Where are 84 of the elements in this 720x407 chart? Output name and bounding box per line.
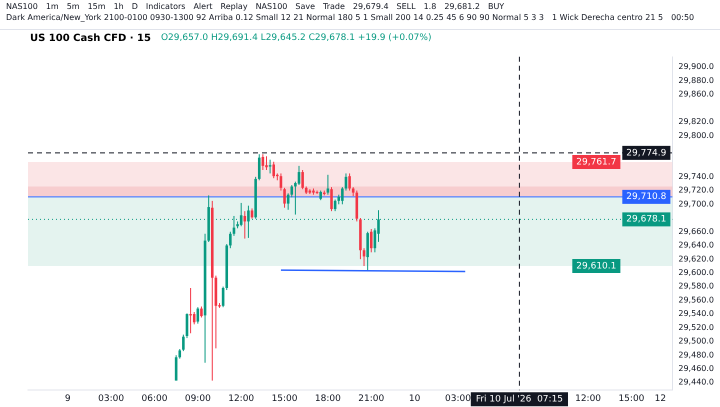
candlestick (189, 287, 192, 334)
text: D (132, 2, 138, 11)
y-tick-label: 29,560.0 (678, 295, 714, 304)
text: NAS100 (256, 2, 288, 11)
ref-line-label: 29,678.1 (626, 214, 666, 225)
x-tick-label: 12:00 (228, 394, 254, 404)
candlestick (330, 186, 333, 212)
candlestick (272, 161, 276, 179)
y-tick-label: 29,540.0 (678, 309, 714, 318)
candlestick (262, 154, 264, 170)
chart-title: US 100 Cash CFD · 15 (30, 32, 151, 44)
y-tick-label: 29,520.0 (678, 322, 714, 332)
text: Trade (323, 2, 345, 11)
candlestick (334, 198, 336, 212)
y-tick-label: 29,720.0 (678, 186, 714, 195)
y-tick-label: 29,440.0 (678, 378, 714, 387)
candlestick (301, 169, 304, 190)
candlestick (268, 159, 272, 174)
text: Alert (193, 2, 212, 11)
candlestick (192, 311, 196, 325)
candlestick (258, 154, 261, 181)
text: 1h (114, 2, 124, 11)
y-tick-label: 29,740.0 (678, 172, 714, 181)
y-tick-label: 29,860.0 (678, 90, 714, 99)
x-tick-label: 03:00 (445, 394, 472, 404)
x-tick-label: 9 (64, 394, 71, 404)
y-tick-label: 29,500.0 (678, 336, 714, 346)
candlestick (250, 208, 254, 220)
candlestick (319, 190, 322, 201)
text: 00:50 (671, 13, 694, 22)
text: 29,679.4 (352, 2, 389, 11)
text: Indicators (146, 2, 186, 11)
x-tick-label: 21:00 (358, 394, 385, 404)
y-tick-label: 29,800.0 (678, 130, 714, 140)
text: Save (295, 2, 316, 11)
candlestick (286, 192, 290, 210)
candlestick (247, 205, 250, 238)
y-tick-label: 29,640.0 (678, 240, 714, 250)
x-tick-label: 12 (654, 394, 666, 404)
y-tick-label: 29,820.0 (678, 117, 714, 126)
candlestick (244, 210, 246, 240)
x-tick-label: 15:00 (618, 394, 645, 404)
text: 1 Wick Derecha centro 21 5 (552, 13, 664, 22)
y-tick-label: 29,880.0 (678, 76, 714, 85)
band-label: 29,610.1 (576, 261, 616, 272)
text: 1m (46, 2, 59, 11)
y-tick-label: 29,660.0 (678, 226, 714, 236)
x-tick-label: 18:00 (314, 394, 342, 404)
candlestick (326, 174, 330, 196)
x-tick-label: 12:00 (575, 394, 602, 404)
y-tick-label: 29,620.0 (678, 254, 714, 264)
candlestick (200, 306, 203, 318)
y-tick-label: 29,580.0 (678, 282, 714, 291)
candlestick (370, 228, 373, 253)
x-tick-label: 06:00 (141, 394, 168, 404)
candlestick (265, 156, 268, 170)
text: SELL (396, 2, 416, 11)
candlestick (174, 354, 178, 382)
candlestick (196, 306, 200, 324)
text: 15m (88, 2, 106, 11)
text: Dark America/New_York 2100-0100 0930-1300 92 Arriba 0.12 Small 12 21 Normal 180 5 1 Small 200 14 0.25 45 6 90 90 Normal 5 3 3 (6, 13, 544, 22)
ref-line-label: 29,710.8 (626, 192, 667, 202)
candlestick (229, 231, 232, 249)
chart-subtitle: O29,657.0 H29,691.4 L29,645.2 C29,678.1 +19.9 (+0.07%) (160, 33, 432, 43)
y-tick-label: 29,480.0 (678, 350, 714, 360)
candlestick (290, 184, 294, 198)
y-tick-label: 29,900.0 (678, 62, 714, 72)
band-label: 29,761.7 (576, 157, 616, 168)
x-tick-label: 09:00 (184, 394, 212, 404)
candlestick (240, 202, 242, 227)
text: 5m (66, 2, 80, 11)
y-tick-label: 29,700.0 (678, 199, 714, 208)
text: NAS100 (6, 2, 38, 11)
text: BUY (488, 2, 504, 11)
y-tick-label: 29,460.0 (678, 364, 714, 374)
ref-line-label: 29,774.9 (626, 148, 667, 158)
ref-line-label: Fri 10 Jul '26 07:15 (476, 394, 564, 405)
y-tick-label: 29,600.0 (678, 268, 714, 277)
x-tick-label: 10 (408, 394, 421, 404)
x-tick-label: 03:00 (98, 394, 124, 404)
text: Replay (220, 2, 248, 11)
text: 29,681.2 (444, 2, 480, 11)
text: 1.8 (424, 2, 436, 11)
x-tick-label: 15:00 (272, 394, 298, 404)
